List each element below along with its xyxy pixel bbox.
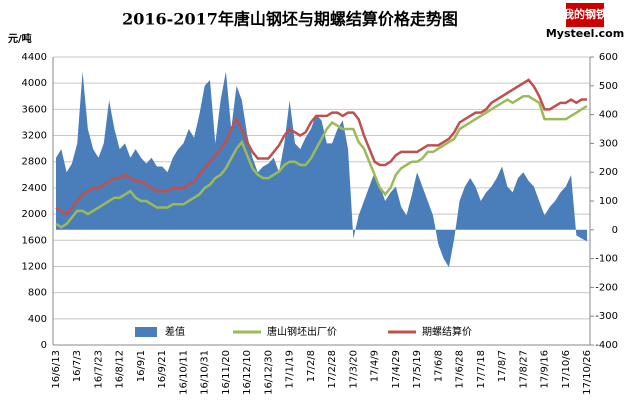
y-tick-label: 1200 bbox=[22, 261, 47, 272]
logo-box bbox=[566, 3, 604, 27]
y2-tick-label: -300 bbox=[595, 311, 618, 322]
x-tick-label: 17/4/29 bbox=[391, 350, 402, 389]
legend-label: 差值 bbox=[165, 325, 185, 338]
x-tick-label: 16/10/31 bbox=[200, 350, 211, 395]
x-tick-label: 17/8/27 bbox=[518, 350, 529, 389]
y-tick-label: 4000 bbox=[22, 78, 47, 89]
y-tick-label: 3200 bbox=[22, 131, 47, 142]
x-tick-label: 16/9/1 bbox=[136, 350, 147, 382]
y-tick-label: 4400 bbox=[22, 52, 47, 63]
legend-swatch bbox=[135, 327, 157, 337]
x-tick-label: 17/3/20 bbox=[348, 350, 359, 389]
y-tick-label: 2800 bbox=[22, 157, 47, 168]
y2-tick-label: 0 bbox=[612, 225, 618, 236]
x-tick-label: 16/12/10 bbox=[242, 350, 253, 395]
legend-label: 唐山钢坯出厂价 bbox=[267, 325, 337, 338]
y-axis-label: 元/吨 bbox=[8, 32, 32, 45]
y2-tick-label: -100 bbox=[595, 254, 618, 265]
y-tick-label: 2400 bbox=[22, 183, 47, 194]
x-tick-label: 17/2/8 bbox=[306, 350, 317, 382]
y2-tick-label: 200 bbox=[599, 167, 618, 178]
x-tick-label: 17/5/19 bbox=[412, 350, 423, 389]
y-tick-label: 400 bbox=[28, 314, 47, 325]
logo-en: Mysteel.com bbox=[546, 27, 624, 40]
legend-label: 期螺结算价 bbox=[422, 325, 472, 338]
x-tick-label: 16/11/20 bbox=[221, 350, 232, 395]
x-tick-label: 17/10/26 bbox=[582, 350, 593, 395]
x-tick-label: 16/6/13 bbox=[51, 350, 62, 389]
y2-tick-label: 400 bbox=[599, 110, 618, 121]
x-tick-label: 16/12/30 bbox=[263, 350, 274, 395]
line bbox=[55, 95, 588, 229]
y-tick-label: 800 bbox=[28, 288, 47, 299]
y2-tick-label: 300 bbox=[599, 138, 618, 149]
x-tick-label: 17/6/8 bbox=[433, 350, 444, 382]
logo-cn: 我的钢铁 bbox=[563, 7, 607, 21]
y2-tick-label: 500 bbox=[599, 81, 618, 92]
x-tick-label: 16/10/11 bbox=[178, 350, 189, 395]
y-tick-label: 1600 bbox=[22, 235, 47, 246]
y-tick-label: 2000 bbox=[22, 209, 47, 220]
y2-tick-label: -400 bbox=[595, 340, 618, 351]
x-tick-label: 16/9/21 bbox=[157, 350, 168, 389]
x-tick-label: 17/2/28 bbox=[327, 350, 338, 389]
y2-tick-label: 100 bbox=[599, 196, 618, 207]
x-tick-label: 16/7/23 bbox=[93, 350, 104, 389]
x-tick-label: 17/8/7 bbox=[497, 350, 508, 382]
line bbox=[55, 78, 587, 216]
x-tick-label: 17/1/19 bbox=[285, 350, 296, 389]
y-tick-label: 0 bbox=[41, 340, 47, 351]
x-tick-label: 17/7/18 bbox=[476, 350, 487, 389]
x-tick-label: 17/10/6 bbox=[561, 350, 572, 389]
chart-title: 2016-2017年唐山钢坯与期螺结算价格走势图 bbox=[122, 10, 458, 29]
x-tick-label: 17/4/9 bbox=[370, 350, 381, 382]
y2-tick-label: -200 bbox=[595, 282, 618, 293]
x-tick-label: 16/8/12 bbox=[115, 350, 126, 389]
x-tick-label: 17/9/16 bbox=[540, 350, 551, 389]
x-tick-label: 16/7/3 bbox=[72, 350, 83, 382]
y2-tick-label: 600 bbox=[599, 52, 618, 63]
area bbox=[56, 71, 587, 268]
x-tick-label: 17/6/28 bbox=[455, 350, 466, 389]
y-tick-label: 3600 bbox=[22, 104, 47, 115]
